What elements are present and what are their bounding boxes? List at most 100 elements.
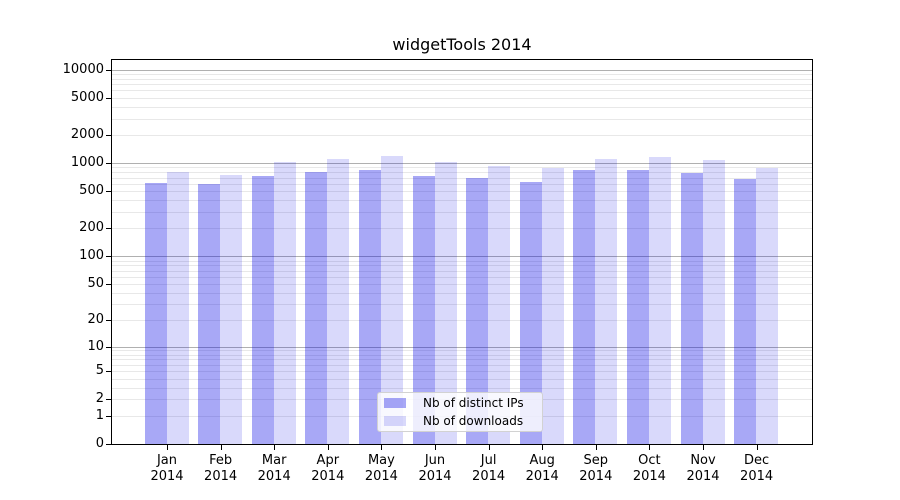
y-tick <box>106 69 112 71</box>
bar <box>648 156 671 444</box>
bar <box>251 175 274 444</box>
y-tick-label: 100 <box>79 248 104 264</box>
bar <box>573 169 596 444</box>
x-tick-label: Jul 2014 <box>472 453 506 484</box>
x-tick <box>167 445 168 450</box>
bar <box>380 155 403 444</box>
legend-item-downloads: Nb of downloads <box>378 414 542 429</box>
gridline-minor <box>112 73 812 75</box>
y-tick <box>106 97 112 99</box>
gridline-minor <box>112 354 812 356</box>
gridline-minor <box>112 177 812 179</box>
legend-label-distinct-ips: Nb of distinct IPs <box>423 395 524 410</box>
gridline-major <box>112 163 812 165</box>
y-tick-label: 5 <box>95 363 104 379</box>
gridline-minor <box>112 276 812 278</box>
y-tick-label: 200 <box>79 220 104 236</box>
bar <box>273 161 296 444</box>
y-tick-label: 10000 <box>62 61 104 77</box>
x-tick-label: Aug 2014 <box>525 453 559 484</box>
y-tick <box>106 228 112 230</box>
gridline-minor <box>112 90 812 92</box>
bar <box>327 158 350 444</box>
y-tick-label: 20 <box>87 312 104 328</box>
bar <box>358 170 381 444</box>
gridline-minor <box>112 97 812 99</box>
bar <box>220 174 243 444</box>
gridline-minor <box>112 270 812 272</box>
bar <box>166 172 189 444</box>
x-tick <box>327 445 329 450</box>
x-tick <box>220 445 222 450</box>
y-tick <box>106 284 112 286</box>
gridline-minor <box>112 78 812 80</box>
gridline-minor <box>112 167 812 169</box>
gridline-minor <box>112 183 812 185</box>
x-tick-label: Nov 2014 <box>686 453 720 484</box>
gridline-minor <box>112 118 812 120</box>
x-tick <box>756 445 758 450</box>
gridline-major <box>112 69 812 71</box>
y-tick-label: 2 <box>95 391 104 407</box>
y-tick-label: 50 <box>87 276 104 292</box>
y-tick-label: 10 <box>87 338 104 354</box>
gridlines-layer <box>112 60 812 444</box>
x-tick <box>595 445 597 450</box>
gridline-minor <box>112 212 812 213</box>
bar <box>734 179 757 444</box>
gridline-minor <box>112 293 812 295</box>
gridline-minor <box>112 350 812 352</box>
gridline-minor <box>112 260 812 262</box>
gridline-minor <box>112 84 812 86</box>
x-tick-label: May 2014 <box>364 453 398 484</box>
y-tick-label: 500 <box>79 183 104 199</box>
y-tick <box>106 163 112 165</box>
x-tick-label: Jan 2014 <box>150 453 184 484</box>
gridline-minor <box>112 378 812 380</box>
y-tick <box>106 191 112 193</box>
legend-label-downloads: Nb of downloads <box>423 413 524 428</box>
y-tick-label: 0 <box>95 436 104 451</box>
x-tick <box>274 445 276 450</box>
legend: Nb of distinct IPs Nb of downloads <box>377 392 543 432</box>
y-tick <box>106 135 112 136</box>
gridline-minor <box>112 364 812 366</box>
y-tick <box>106 346 112 348</box>
y-tick <box>106 415 112 417</box>
x-tick-label: Dec 2014 <box>740 453 774 484</box>
y-tick-label: 2000 <box>70 127 104 142</box>
bars-layer <box>112 60 812 444</box>
gridline-minor <box>112 191 812 193</box>
x-tick <box>703 445 704 450</box>
gridline-minor <box>112 200 812 202</box>
chart-title: widgetTools 2014 <box>392 35 532 54</box>
y-tick <box>106 371 112 373</box>
x-tick-label: Feb 2014 <box>204 453 238 484</box>
bar <box>466 177 489 444</box>
bar <box>702 160 725 444</box>
legend-swatch-distinct-ips <box>384 398 406 408</box>
bar <box>595 158 618 444</box>
x-tick <box>488 445 490 450</box>
y-tick-label: 1000 <box>70 155 104 171</box>
gridline-major <box>112 256 812 258</box>
y-tick-label: 5000 <box>70 89 104 105</box>
gridline-minor <box>112 228 812 230</box>
gridline-minor <box>112 387 812 389</box>
x-tick-label: Oct 2014 <box>632 453 666 484</box>
gridline-major <box>112 346 812 348</box>
y-tick <box>106 444 112 445</box>
x-tick-label: Apr 2014 <box>311 453 345 484</box>
gridline-minor <box>112 265 812 267</box>
gridline-minor <box>112 371 812 373</box>
bar <box>680 172 703 444</box>
bar <box>488 165 511 444</box>
bar <box>305 172 328 444</box>
bar <box>541 167 564 444</box>
gridline-minor <box>112 284 812 286</box>
y-tick-label: 1 <box>95 407 104 423</box>
y-tick <box>106 399 112 401</box>
legend-swatch-downloads <box>384 416 406 426</box>
